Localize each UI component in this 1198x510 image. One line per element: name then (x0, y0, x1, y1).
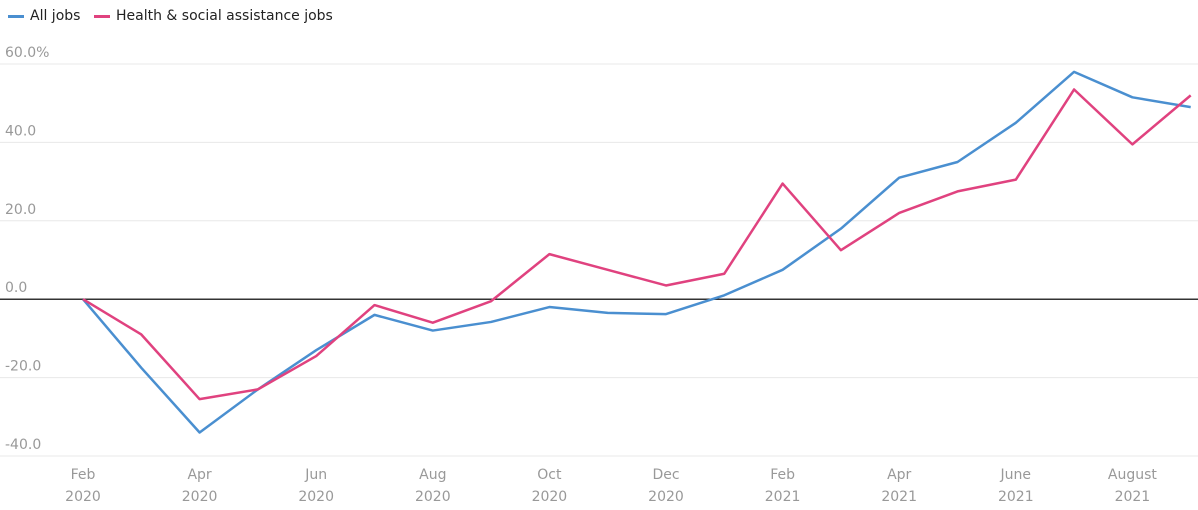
y-tick-label: 40.0 (5, 123, 36, 139)
legend-swatch (8, 14, 24, 18)
y-tick-label: 0.0 (5, 280, 27, 296)
legend-swatch (94, 14, 110, 18)
series-line (82, 88, 1192, 401)
legend-item: Health & social assistance jobs (94, 8, 333, 24)
x-tick-label: Aug 2020 (414, 467, 451, 505)
x-tick-label: Dec 2020 (648, 467, 684, 505)
x-tick-label: June 2021 (997, 467, 1034, 505)
y-tick-label: 20.0 (5, 202, 36, 218)
x-tick-label: Feb 2021 (764, 467, 801, 505)
legend-item: All jobs (8, 8, 80, 24)
x-tick-label: August 2021 (1107, 467, 1157, 505)
y-tick-label: 60.0% (5, 45, 49, 61)
series-line (82, 70, 1191, 434)
x-tick-label: Oct 2020 (531, 467, 568, 505)
x-tick-label: Feb 2020 (65, 467, 101, 505)
y-tick-label: -20.0 (5, 359, 41, 375)
y-tick-label: -40.0 (5, 437, 41, 453)
x-tick-label: Jun 2020 (298, 467, 334, 505)
x-tick-label: Apr 2021 (881, 467, 917, 505)
legend-label: All jobs (30, 8, 81, 24)
legend-label: Health & social assistance jobs (116, 8, 333, 24)
x-tick-label: Apr 2020 (181, 467, 218, 505)
